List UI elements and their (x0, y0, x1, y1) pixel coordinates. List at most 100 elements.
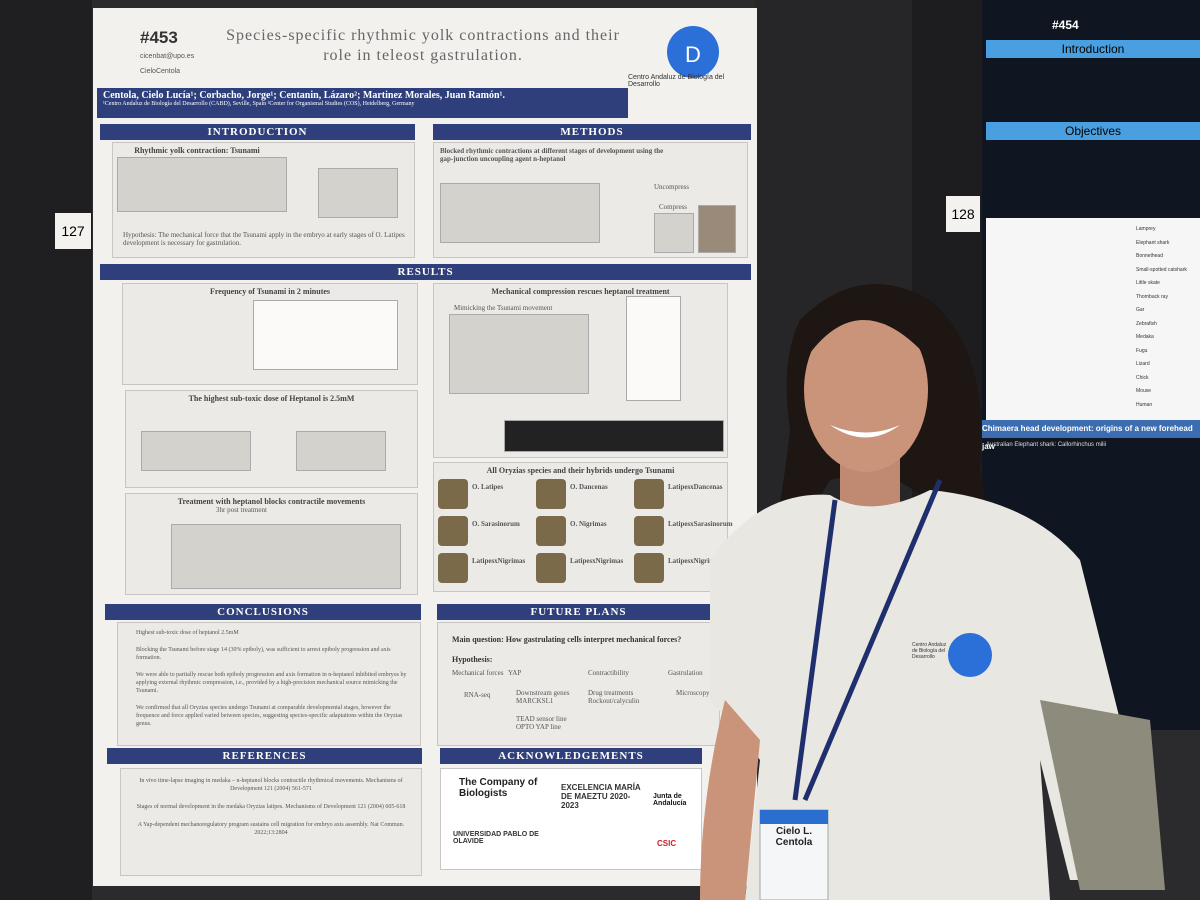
section-heading: METHODS (433, 124, 751, 140)
figure (440, 183, 600, 243)
figure (117, 157, 287, 212)
panel: Mimicking the Tsunami movement Mechanical… (433, 283, 728, 458)
figure (654, 213, 694, 253)
banner: Chimaera head development: origins of a … (982, 420, 1200, 451)
figure (171, 524, 401, 589)
affiliations: ¹Centro Andaluz de Biología del Desarrol… (103, 101, 415, 107)
wall-label: 128 (946, 196, 980, 232)
taxon: Little skate (1136, 280, 1160, 286)
panel-title: All Oryzias species and their hybrids un… (486, 466, 675, 475)
species-label: LatipesxSarasinorum (668, 520, 733, 528)
taxon: Mouse (1136, 388, 1152, 394)
poster-title: Species-specific rhythmic yolk contracti… (226, 27, 620, 64)
panel: 3hr post treatment Treatment with heptano… (125, 493, 418, 595)
conclusion: Blocking the Tsunami before stage 14 (30… (136, 647, 391, 661)
taxon: Gar (1136, 307, 1145, 313)
conclusion: We were able to partially rescue both ep… (136, 672, 407, 694)
embryo-image (536, 516, 566, 546)
panel: Rhythmic yolk contraction: Tsunami Hypot… (112, 142, 415, 258)
svg-text:D: D (685, 42, 701, 67)
institute: Centro Andaluz de Biología del Desarroll… (628, 74, 725, 88)
logo-text: CSIC (657, 839, 677, 848)
panel-title: Treatment with heptanol blocks contracti… (177, 497, 366, 506)
shirt-text: Centro Andaluz de Biología del Desarroll… (912, 642, 947, 660)
method-label: Compress (659, 203, 687, 211)
panel: Highest sub-toxic dose of heptanol 2.5mM… (117, 622, 421, 746)
poster: #453 cicenbat@upo.es CieloCentola Specie… (93, 8, 757, 886)
section-heading: Introduction (986, 40, 1200, 58)
flow-node: RNA-seq (464, 691, 491, 699)
figure (449, 314, 589, 394)
reference: In vivo time-lapse imaging in medaka – n… (139, 778, 403, 792)
species-label: LatipesxDancenas (668, 483, 723, 491)
section-heading: FUTURE PLANS (437, 604, 720, 620)
conclusion: We confirmed that all Oryzias species un… (136, 705, 403, 727)
figure (141, 431, 251, 471)
flow-node: Contractibility (588, 669, 629, 677)
taxon: Elephant shark (1136, 239, 1170, 246)
section-heading: INTRODUCTION (100, 124, 415, 140)
species-label: O. Nigrimas (570, 520, 607, 528)
flow-node: TEAD sensor line OPTO YAP line (516, 715, 567, 731)
reference: Stages of normal development in the meda… (136, 804, 406, 810)
conclusion: Highest sub-toxic dose of heptanol 2.5mM (136, 630, 239, 636)
taxon: Small-spotted catshark (1136, 266, 1187, 273)
logo-text: UNIVERSIDAD PABLO DE OLAVIDE (453, 831, 539, 845)
taxon: Chick (1136, 374, 1149, 381)
logo-text: EXCELENCIA MARÍA DE MAEZTU 2020-2023 (561, 783, 641, 810)
figure (318, 168, 398, 218)
logo-text: The Company of Biologists (459, 777, 538, 799)
taxon: Bonnethead (1136, 253, 1163, 259)
figure (626, 296, 681, 401)
panel-title: Blocked rhythmic contractions at differe… (440, 147, 664, 163)
flow-node: Drug treatments Rockout/calyculin (588, 689, 640, 705)
panel: The highest sub-toxic dose of Heptanol i… (125, 390, 418, 488)
poster-number: #454 (1052, 18, 1079, 32)
taxon: Thornback ray (1136, 293, 1168, 300)
taxon: Human (1136, 401, 1153, 408)
embryo-image (634, 479, 664, 509)
mimic-label: Mimicking the Tsunami movement (454, 304, 553, 312)
section-heading: REFERENCES (107, 748, 422, 764)
tree-panel: Lamprey Elephant shark Bonnethead Small-spo… (986, 218, 1200, 420)
species-label: O. Latipes (472, 483, 504, 491)
embryo-image (438, 553, 468, 583)
panel-title: Rhythmic yolk contraction: Tsunami (134, 146, 260, 155)
figure (253, 300, 398, 370)
embryo-image (438, 516, 468, 546)
panel: All Oryzias species and their hybrids un… (433, 462, 733, 592)
panel: Frequency of Tsunami in 2 minutes (122, 283, 418, 385)
section-heading: CONCLUSIONS (105, 604, 421, 620)
caption: Australian Elephant shark: Callorhinchus… (986, 442, 1107, 448)
panel-title: Frequency of Tsunami in 2 minutes (209, 287, 331, 296)
section-heading: RESULTS (100, 264, 751, 280)
poster-number: #453 (140, 28, 178, 47)
wall-label: 127 (55, 213, 91, 249)
logo-text: Junta de Andalucía (653, 793, 687, 807)
section-heading: ACKNOWLEDGEMENTS (440, 748, 702, 764)
panel: The Company of Biologists EXCELENCIA MARÍ… (440, 768, 702, 870)
embryo-image (634, 553, 664, 583)
panel-title: The highest sub-toxic dose of Heptanol i… (188, 394, 355, 403)
flow-node: Downstream genes MARCKSL1 (516, 689, 570, 705)
main-question: Main question: How gastrulating cells in… (452, 635, 682, 644)
section-heading: Objectives (986, 122, 1200, 140)
flow-node: Microscopy (676, 689, 710, 697)
embryo-image (634, 516, 664, 546)
logo: D (667, 26, 719, 78)
species-label: O. Dancenas (570, 483, 608, 491)
species-label: LatipesxNigrimas (668, 557, 722, 565)
hypothesis: Hypothesis: The mechanical force that th… (123, 231, 405, 247)
embryo-image (536, 553, 566, 583)
author-bar: Centola, Cielo Lucía¹; Corbacho, Jorge¹;… (97, 88, 628, 118)
panel: Blocked rhythmic contractions at differe… (433, 142, 748, 258)
reference: A Yap-dependent mechanoregulatory progra… (137, 822, 405, 836)
contact: cicenbat@upo.es (140, 53, 195, 60)
taxon: Lizard (1136, 361, 1150, 367)
post-treatment: 3hr post treatment (216, 506, 267, 514)
embryo-image (536, 479, 566, 509)
embryo-image (438, 479, 468, 509)
flow-node: YAP (508, 669, 522, 677)
